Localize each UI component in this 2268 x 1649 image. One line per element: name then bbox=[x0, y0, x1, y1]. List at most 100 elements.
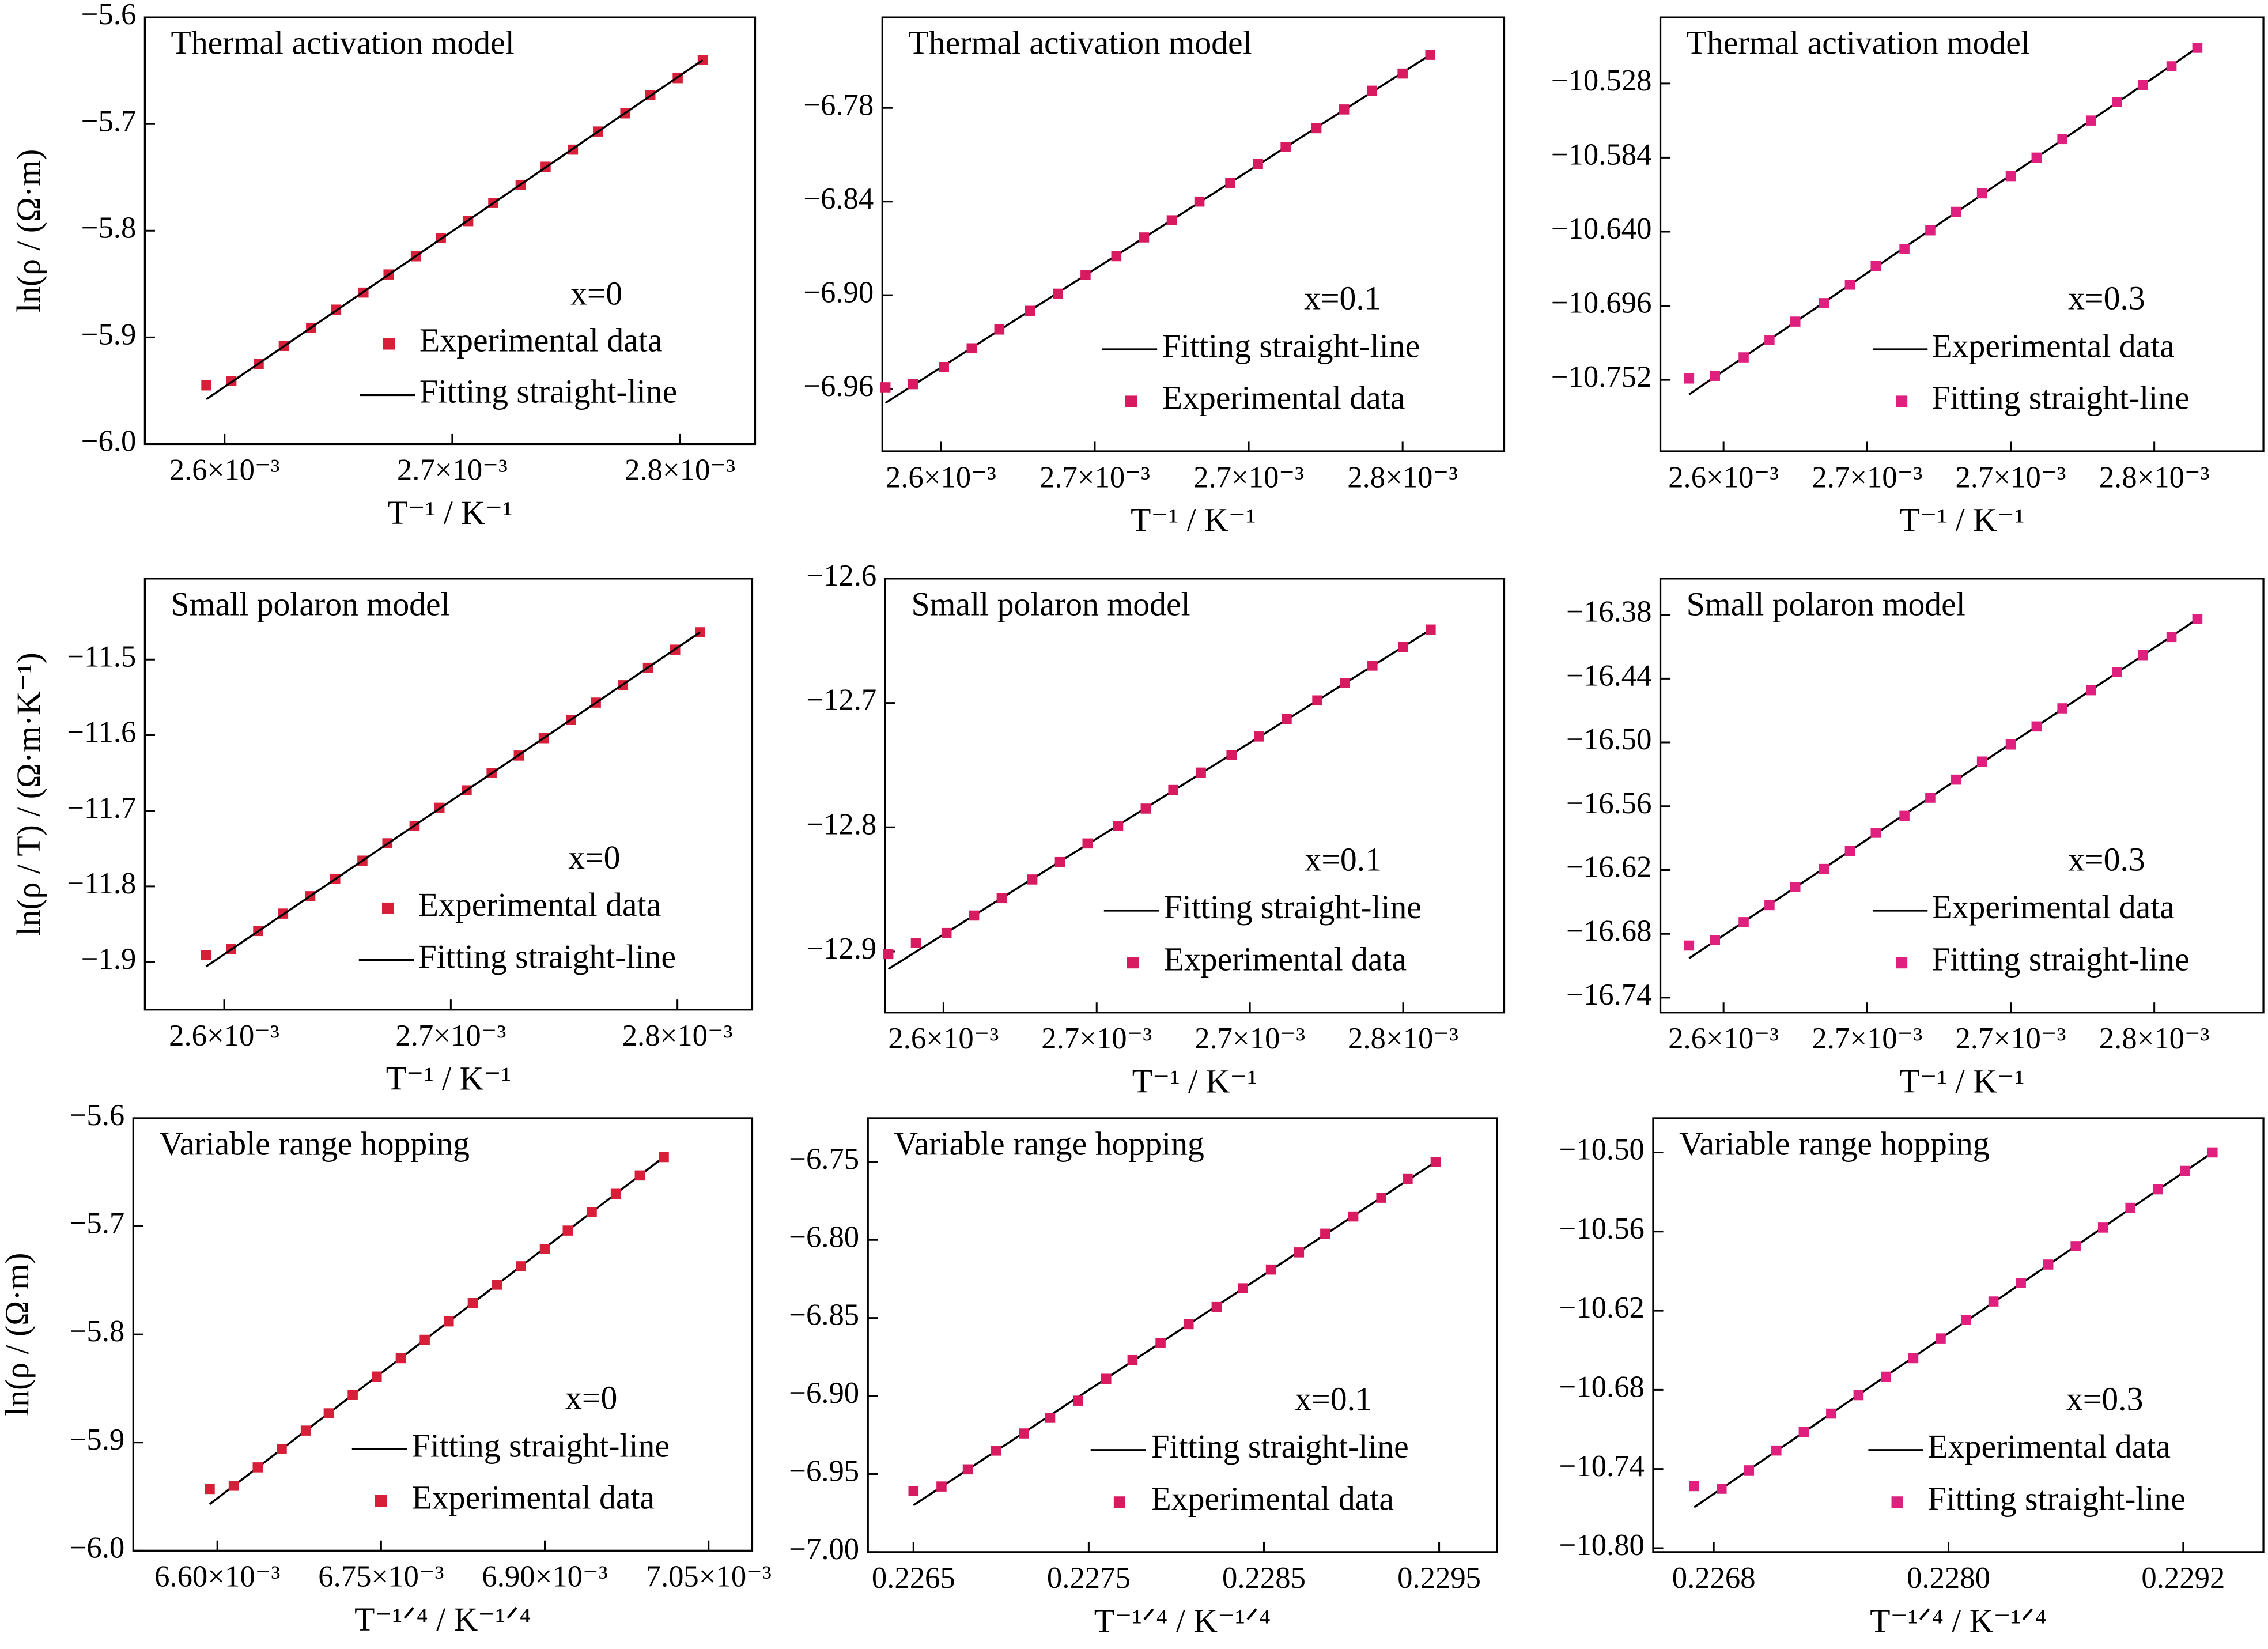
y-tick-label: −10.80 bbox=[1559, 1529, 1645, 1562]
x-tick-label: 2.6×10⁻³ bbox=[886, 461, 996, 494]
data-point bbox=[1764, 900, 1775, 911]
data-point bbox=[1844, 280, 1855, 290]
x-tick-label: 2.6×10⁻³ bbox=[888, 1022, 999, 1055]
legend-label: Experimental data bbox=[1931, 328, 2174, 364]
legend-marker bbox=[383, 338, 395, 350]
data-point bbox=[371, 1371, 382, 1382]
data-point bbox=[228, 1481, 239, 1491]
x-tick-label: 2.7×10⁻³ bbox=[1193, 461, 1304, 494]
y-tick-label: −6.85 bbox=[789, 1299, 859, 1332]
y-tick-label: −11.6 bbox=[67, 716, 136, 749]
y-tick-label: −10.584 bbox=[1551, 138, 1652, 172]
data-point bbox=[962, 1464, 973, 1475]
legend-label: Experimental data bbox=[1151, 1481, 1393, 1518]
data-point bbox=[2086, 685, 2096, 696]
data-point bbox=[1819, 298, 1829, 308]
data-point bbox=[2207, 1147, 2218, 1158]
plot-frame bbox=[1659, 16, 2265, 452]
y-tick-label: −5.8 bbox=[81, 211, 137, 244]
data-point bbox=[1294, 1247, 1305, 1258]
y-tick-label: −5.6 bbox=[81, 0, 137, 31]
annotation: x=0.3 bbox=[2068, 281, 2145, 317]
y-tick-label: −6.75 bbox=[789, 1142, 859, 1176]
data-point bbox=[1790, 882, 1801, 892]
data-point bbox=[1348, 1211, 1359, 1222]
x-tick-label: 2.7×10⁻³ bbox=[1195, 1022, 1305, 1055]
legend-marker bbox=[1891, 1496, 1903, 1508]
y-tick-label: −5.9 bbox=[81, 318, 137, 351]
data-point bbox=[1925, 793, 1936, 803]
x-tick-label: 0.2295 bbox=[1397, 1561, 1481, 1595]
data-point bbox=[2031, 721, 2042, 732]
data-point bbox=[1045, 1413, 1056, 1423]
data-point bbox=[1951, 774, 1961, 785]
y-tick-label: −6.78 bbox=[803, 88, 874, 122]
x-tick-label: 0.2285 bbox=[1222, 1561, 1306, 1595]
x-tick-label: 0.2265 bbox=[872, 1561, 955, 1595]
legend-marker bbox=[1113, 1496, 1125, 1508]
x-tick-label: 2.6×10⁻³ bbox=[169, 454, 280, 487]
x-tick-label: 2.6×10⁻³ bbox=[169, 1019, 279, 1052]
data-point bbox=[2152, 1184, 2163, 1195]
x-tick-label: 2.7×10⁻³ bbox=[397, 454, 508, 487]
legend-label: Fitting straight-line bbox=[1931, 941, 2189, 978]
y-tick-label: −10.50 bbox=[1559, 1133, 1645, 1167]
data-point bbox=[1716, 1484, 1727, 1494]
data-point bbox=[1183, 1319, 1194, 1330]
annotation: x=0.1 bbox=[1295, 1381, 1372, 1417]
legend-label: Fitting straight-line bbox=[1928, 1481, 2186, 1518]
x-axis-label: T⁻¹ / K⁻¹ bbox=[1131, 503, 1256, 539]
data-point bbox=[1282, 714, 1292, 724]
legend-label: Fitting straight-line bbox=[418, 939, 676, 975]
x-tick-label: 2.7×10⁻³ bbox=[1956, 461, 2066, 494]
y-tick-label: −11.7 bbox=[67, 791, 136, 825]
x-tick-label: 2.8×10⁻³ bbox=[2099, 1022, 2210, 1055]
data-point bbox=[610, 1188, 621, 1199]
data-point bbox=[966, 343, 977, 354]
x-tick-label: 2.6×10⁻³ bbox=[1668, 1022, 1779, 1055]
fit-line bbox=[206, 59, 704, 401]
data-point bbox=[2005, 171, 2016, 182]
x-tick-label: 6.60×10⁻³ bbox=[154, 1560, 280, 1594]
y-tick-label: −1.9 bbox=[81, 942, 137, 976]
x-axis-label: T⁻¹ / K⁻¹ bbox=[1899, 503, 2024, 539]
data-point bbox=[969, 910, 980, 921]
legend-label: Experimental data bbox=[412, 1480, 655, 1516]
data-point bbox=[1684, 373, 1695, 384]
data-point bbox=[2097, 1222, 2108, 1233]
data-point bbox=[1168, 784, 1178, 795]
x-tick-label: 2.7×10⁻³ bbox=[1812, 461, 1922, 494]
data-point bbox=[562, 1225, 573, 1236]
data-point bbox=[300, 1425, 311, 1436]
data-point bbox=[444, 1316, 454, 1327]
y-tick-label: −5.7 bbox=[70, 1207, 125, 1240]
data-point bbox=[634, 1170, 645, 1181]
data-point bbox=[1738, 352, 1749, 363]
data-point bbox=[2005, 739, 2016, 750]
panel-title: Variable range hopping bbox=[159, 1126, 470, 1162]
data-point bbox=[1771, 1445, 1782, 1456]
panel-title: Small polaron model bbox=[1687, 586, 1965, 622]
annotation: x=0 bbox=[568, 840, 620, 876]
data-point bbox=[1166, 215, 1177, 225]
y-tick-label: −10.752 bbox=[1551, 360, 1652, 394]
x-tick-label: 2.6×10⁻³ bbox=[1668, 461, 1779, 494]
y-tick-label: −5.7 bbox=[81, 104, 137, 138]
data-point bbox=[1080, 270, 1091, 280]
data-point bbox=[1744, 1465, 1755, 1476]
data-point bbox=[252, 1462, 263, 1473]
data-point bbox=[1710, 935, 1720, 946]
data-point bbox=[1127, 1354, 1138, 1365]
y-tick-label: −10.68 bbox=[1559, 1370, 1645, 1403]
legend-marker bbox=[375, 1495, 387, 1507]
data-point bbox=[1019, 1428, 1029, 1439]
data-point bbox=[1111, 251, 1122, 262]
x-axis-label: T⁻¹ᐟ⁴ / K⁻¹ᐟ⁴ bbox=[1870, 1603, 2047, 1640]
plot-frame bbox=[143, 578, 754, 1011]
y-tick-label: −16.50 bbox=[1566, 723, 1651, 756]
data-point bbox=[1196, 767, 1206, 778]
data-point bbox=[1101, 1373, 1112, 1384]
data-point bbox=[1961, 1315, 1971, 1325]
data-point bbox=[2016, 1278, 2026, 1288]
